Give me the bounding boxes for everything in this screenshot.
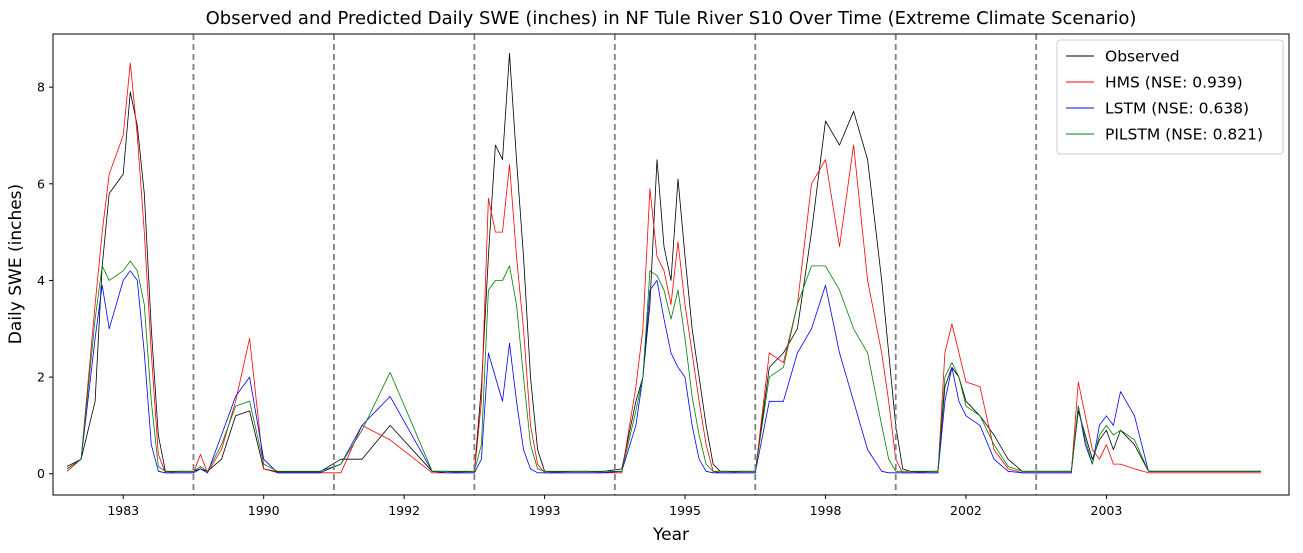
plot-area — [66, 34, 1261, 495]
x-tick-label: 1990 — [248, 503, 280, 518]
series-line-2 — [66, 270, 1261, 474]
legend-label: Observed — [1105, 48, 1180, 66]
legend-label: HMS (NSE: 0.939) — [1105, 74, 1243, 92]
legend: Observed HMS (NSE: 0.939) LSTM (NSE: 0.638… — [1056, 39, 1284, 155]
x-axis: 1983 1990 1992 1993 1995 1998 2002 2003 — [107, 495, 1122, 518]
y-tick-label: 0 — [37, 466, 45, 481]
y-tick-label: 4 — [37, 273, 45, 288]
series-line-3 — [66, 260, 1261, 472]
chart-title: Observed and Predicted Daily SWE (inches… — [206, 8, 1137, 29]
legend-label: PILSTM (NSE: 0.821) — [1105, 126, 1263, 144]
y-axis-label: Daily SWE (inches) — [6, 184, 26, 344]
y-tick-label: 2 — [37, 370, 45, 385]
y-tick-label: 6 — [37, 176, 45, 191]
x-tick-label: 1992 — [388, 503, 420, 518]
y-axis: 0 2 4 6 8 — [37, 80, 53, 481]
x-axis-label: Year — [652, 525, 689, 545]
legend-box — [1056, 39, 1284, 155]
x-tick-label: 1983 — [107, 503, 139, 518]
y-tick-label: 8 — [37, 80, 45, 95]
x-tick-label: 1998 — [810, 503, 842, 518]
x-tick-label: 1993 — [529, 503, 561, 518]
x-tick-label: 1995 — [669, 503, 701, 518]
x-tick-label: 2002 — [950, 503, 982, 518]
plot-frame — [52, 33, 1290, 496]
x-tick-label: 2003 — [1091, 503, 1123, 518]
legend-label: LSTM (NSE: 0.638) — [1105, 100, 1249, 118]
